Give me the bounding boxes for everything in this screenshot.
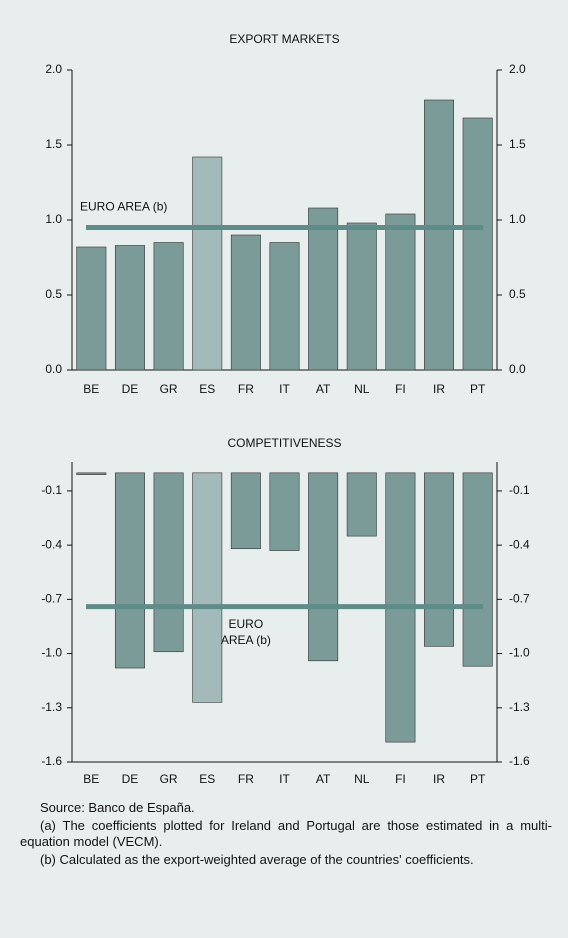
bar [462, 472, 493, 667]
y-tick-label: -0.1 [509, 483, 530, 497]
chart-title: COMPETITIVENESS [227, 436, 341, 450]
x-tick-label: DE [122, 382, 139, 396]
chart-title: EXPORT MARKETS [229, 32, 339, 46]
bar [462, 117, 493, 371]
bar [76, 246, 107, 371]
bar [269, 472, 300, 551]
x-tick-label: FI [395, 382, 406, 396]
y-tick-label: 1.0 [509, 212, 526, 226]
y-tick-label: -0.1 [41, 483, 62, 497]
y-tick-label: 0.5 [45, 287, 62, 301]
bar [192, 156, 223, 371]
y-tick-label: -0.7 [509, 592, 530, 606]
x-tick-label: IR [433, 382, 445, 396]
note: (b) Calculated as the export-weighted av… [40, 852, 474, 867]
y-tick-label: -1.6 [41, 754, 62, 768]
x-tick-label: IT [279, 772, 290, 786]
bar [424, 99, 455, 371]
y-tick-label: 1.5 [45, 137, 62, 151]
chart: EXPORT MARKETS 0.0 0.0 0.5 0.5 1.0 1.0 1.5 1.5 2.… [41, 32, 530, 786]
bar [192, 472, 223, 703]
y-tick-label: -0.4 [41, 537, 62, 551]
reference-label: AREA (b) [221, 633, 271, 647]
x-tick-label: FI [395, 772, 406, 786]
x-tick-label: BE [83, 382, 99, 396]
x-tick-label: GR [160, 382, 178, 396]
bar [153, 472, 184, 653]
x-tick-label: AT [316, 772, 331, 786]
y-tick-label: 1.0 [45, 212, 62, 226]
x-tick-label: IT [279, 382, 290, 396]
y-tick-label: -1.3 [509, 700, 530, 714]
y-tick-label: -1.6 [509, 754, 530, 768]
bar [385, 213, 416, 371]
bar [346, 472, 377, 537]
bar [114, 245, 145, 371]
y-tick-label: 0.5 [509, 287, 526, 301]
x-tick-label: GR [160, 772, 178, 786]
notes: Source: Banco de España. (a) The coeffic… [20, 800, 552, 870]
bar [230, 234, 261, 371]
y-tick-label: -0.4 [509, 537, 530, 551]
y-tick-label: 1.5 [509, 137, 526, 151]
note: Source: Banco de España. [40, 800, 195, 815]
bar [308, 472, 339, 662]
y-tick-label: 2.0 [509, 62, 526, 76]
y-tick-label: -1.3 [41, 700, 62, 714]
x-tick-label: ES [199, 772, 215, 786]
reference-label: EURO AREA (b) [80, 200, 167, 214]
y-tick-label: 0.0 [509, 362, 526, 376]
reference-label: EURO [229, 617, 264, 631]
bar [153, 242, 184, 371]
x-tick-label: ES [199, 382, 215, 396]
x-tick-label: PT [470, 382, 486, 396]
bar [424, 472, 455, 647]
y-tick-label: -0.7 [41, 592, 62, 606]
y-tick-label: -1.0 [509, 646, 530, 660]
x-tick-label: PT [470, 772, 486, 786]
bar [114, 472, 145, 669]
y-tick-label: 0.0 [45, 362, 62, 376]
x-tick-label: DE [122, 772, 139, 786]
x-tick-label: NL [354, 382, 370, 396]
bar [76, 472, 107, 475]
x-tick-label: AT [316, 382, 331, 396]
bar [269, 242, 300, 371]
bar [346, 222, 377, 371]
x-tick-label: FR [238, 382, 254, 396]
y-tick-label: 2.0 [45, 62, 62, 76]
x-tick-label: IR [433, 772, 445, 786]
bar [230, 472, 261, 550]
x-tick-label: BE [83, 772, 99, 786]
y-tick-label: -1.0 [41, 646, 62, 660]
x-tick-label: FR [238, 772, 254, 786]
bar [308, 207, 339, 371]
x-tick-label: NL [354, 772, 370, 786]
note: (a) The coefficients plotted for Ireland… [20, 818, 552, 849]
